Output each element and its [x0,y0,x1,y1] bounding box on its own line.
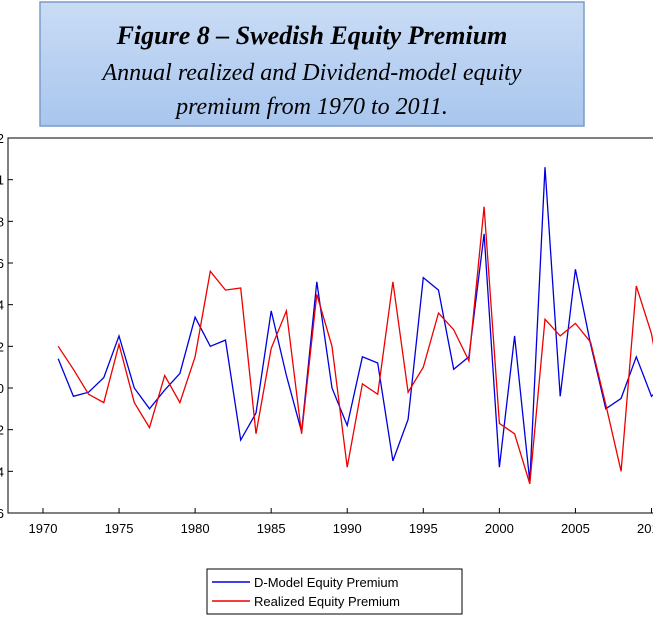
x-tick-label: 1990 [333,521,362,536]
chart-subtitle: Annual realized and Dividend-model equit… [100,60,521,86]
legend: D-Model Equity Premium Realized Equity Pr… [212,575,400,609]
x-tick-label: 1980 [181,521,210,536]
y-tick-label: -0.4 [0,464,4,479]
chart-subtitle: premium from 1970 to 2011. [174,94,448,120]
x-tick-label: 1975 [105,521,134,536]
legend-label: D-Model Equity Premium [254,575,399,590]
x-tick-label: 1985 [257,521,286,536]
x-tick-label: 2005 [561,521,590,536]
y-tick-label: 0 [0,381,4,396]
legend-label: Realized Equity Premium [254,594,400,609]
y-tick-label: 0.4 [0,298,4,313]
y-tick-label: -0.6 [0,506,4,521]
y-tick-label: 1 [0,173,4,188]
legend-box [206,568,463,615]
y-tick-label: 0.6 [0,256,4,271]
x-tick-label: 2000 [485,521,514,536]
x-tick-label: 1970 [29,521,58,536]
plot-area: 1.2 1 0.8 0.6 0.4 0.2 0 -0.2 -0.4 -0.6 1970 1975 198… [0,131,653,536]
series-line [57,206,653,484]
plot-frame [7,137,653,514]
series-line [57,167,653,482]
chart-title: Figure 8 – Swedish Equity Premium [116,21,508,50]
y-tick-label: -0.2 [0,423,4,438]
title-box [39,1,585,127]
y-tick-label: 0.2 [0,339,4,354]
x-tick-label: 1995 [409,521,438,536]
y-tick-label: 0.8 [0,214,4,229]
x-tick-label: 2010 [637,521,653,536]
y-tick-label: 1.2 [0,131,4,146]
